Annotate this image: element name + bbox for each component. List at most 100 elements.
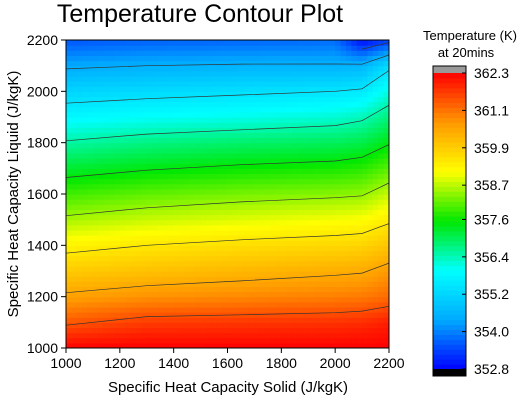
- heat-cell: [372, 65, 379, 72]
- heat-cell: [135, 301, 142, 308]
- heat-cell: [76, 327, 83, 334]
- colorbar-band: [433, 142, 466, 148]
- heat-cell: [179, 255, 186, 262]
- heat-cell: [168, 250, 175, 257]
- heat-cell: [378, 229, 385, 236]
- heat-cell: [302, 183, 309, 190]
- heat-cell: [340, 301, 347, 308]
- heat-cell: [319, 276, 325, 282]
- heat-cell: [179, 229, 186, 236]
- heat-cell: [189, 209, 196, 216]
- heat-cell: [249, 122, 256, 128]
- heat-cell: [216, 291, 223, 298]
- heat-cell: [335, 50, 342, 56]
- heat-cell: [340, 250, 347, 257]
- heat-cell: [114, 91, 121, 98]
- heat-cell: [179, 106, 186, 113]
- heat-cell: [195, 214, 202, 221]
- heat-cell: [200, 322, 207, 329]
- heat-cell: [168, 86, 175, 92]
- heat-cell: [98, 127, 105, 133]
- heat-cell: [216, 142, 223, 149]
- heat-cell: [119, 337, 126, 344]
- heat-cell: [130, 260, 137, 267]
- colorbar-band: [433, 166, 466, 173]
- heat-cell: [152, 96, 159, 103]
- heat-cell: [109, 45, 116, 51]
- heat-cell: [292, 173, 299, 180]
- heat-cell: [243, 204, 250, 210]
- heat-cell: [265, 337, 272, 344]
- heat-cell: [211, 86, 218, 92]
- heat-cell: [157, 337, 164, 344]
- heat-cell: [162, 281, 169, 287]
- heat-cell: [98, 296, 105, 303]
- heat-cell: [130, 101, 137, 108]
- heat-cell: [179, 163, 186, 169]
- heat-cell: [313, 296, 320, 303]
- heat-cell: [329, 91, 336, 98]
- heat-cell: [200, 250, 207, 257]
- heat-cell: [286, 183, 293, 190]
- heat-cell: [82, 45, 89, 51]
- heat-cell: [141, 173, 148, 180]
- heat-cell: [275, 96, 282, 103]
- heat-cell: [275, 137, 282, 144]
- heat-cell: [265, 81, 272, 87]
- heat-cell: [141, 271, 148, 277]
- heat-cell: [238, 219, 245, 226]
- heat-cell: [238, 317, 245, 323]
- heat-cell: [211, 183, 218, 190]
- heat-cell: [200, 209, 207, 216]
- heat-cell: [98, 286, 105, 293]
- heat-cell: [125, 91, 132, 98]
- heat-cell: [152, 183, 159, 190]
- heat-cell: [103, 229, 110, 236]
- heat-cell: [157, 127, 164, 133]
- heat-cell: [302, 291, 309, 298]
- heat-cell: [254, 65, 261, 72]
- heat-cell: [205, 60, 212, 67]
- heat-cell: [205, 271, 212, 277]
- heat-cell: [249, 158, 256, 164]
- heat-cell: [103, 60, 110, 67]
- heat-cell: [119, 152, 126, 159]
- heat-cell: [114, 50, 121, 56]
- heat-cell: [329, 106, 336, 113]
- heat-cell: [92, 152, 99, 159]
- heat-cell: [238, 70, 245, 77]
- heat-cell: [87, 81, 94, 87]
- y-tick-label: 1600: [27, 186, 58, 202]
- heat-cell: [135, 194, 142, 200]
- heat-cell: [162, 337, 169, 344]
- heat-cell: [205, 96, 212, 103]
- heat-cell: [98, 158, 105, 164]
- heat-cell: [157, 306, 164, 313]
- heat-cell: [265, 224, 272, 231]
- heat-cell: [281, 327, 288, 334]
- heat-cell: [216, 81, 223, 87]
- heat-cell: [319, 342, 325, 348]
- heat-cell: [184, 168, 191, 175]
- heat-cell: [222, 322, 229, 329]
- heat-cell: [152, 173, 159, 180]
- heat-cell: [200, 337, 207, 344]
- heat-cell: [335, 60, 342, 67]
- heat-cell: [200, 188, 207, 195]
- heat-cell: [340, 317, 347, 323]
- heat-cell: [378, 322, 385, 329]
- heat-cell: [162, 65, 169, 72]
- heat-cell: [103, 194, 110, 200]
- heat-cell: [82, 50, 89, 56]
- heat-cell: [319, 142, 325, 149]
- heat-cell: [383, 158, 389, 164]
- heat-cell: [275, 245, 282, 252]
- heat-cell: [157, 286, 164, 293]
- heat-cell: [254, 255, 261, 262]
- heat-cell: [335, 229, 342, 236]
- heat-cell: [76, 132, 83, 139]
- heat-cell: [372, 127, 379, 133]
- colorbar-bands: [433, 73, 466, 370]
- heat-cell: [383, 260, 389, 267]
- heat-cell: [103, 265, 110, 272]
